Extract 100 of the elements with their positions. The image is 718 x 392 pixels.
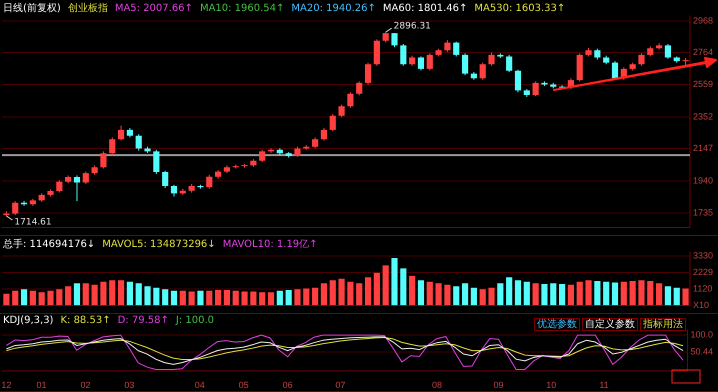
candlestick xyxy=(444,40,451,52)
bar xyxy=(603,282,610,306)
y-tick-label: 2229 xyxy=(692,266,714,277)
bar xyxy=(674,288,680,306)
bar xyxy=(303,288,310,306)
annotation: 2896.31 xyxy=(394,21,431,32)
bar xyxy=(382,265,389,306)
candlestick xyxy=(400,44,406,66)
bar xyxy=(532,283,539,306)
candlestick xyxy=(356,80,362,96)
text: MA60: 1801.46↑ xyxy=(382,3,468,14)
candlestick xyxy=(514,69,522,93)
bar xyxy=(232,290,239,306)
annotation: 1714.61 xyxy=(14,217,52,228)
bar xyxy=(347,282,354,306)
bar xyxy=(259,292,266,306)
candlestick xyxy=(206,174,212,190)
candlestick xyxy=(109,136,116,156)
candlestick xyxy=(82,171,89,185)
bar xyxy=(374,272,380,306)
bar xyxy=(647,281,654,306)
bar xyxy=(180,290,186,306)
bar xyxy=(426,282,433,306)
candlestick xyxy=(126,128,133,138)
y-tick-label: 2968 xyxy=(692,15,714,26)
x-tick-label: 09 xyxy=(494,380,504,390)
candlestick xyxy=(374,38,380,66)
bar xyxy=(294,289,301,306)
bar xyxy=(497,283,504,306)
bar xyxy=(30,290,36,306)
candlestick xyxy=(664,44,672,60)
bar xyxy=(286,290,292,306)
candlestick xyxy=(647,46,654,57)
text: K: 88.53↑ xyxy=(60,315,111,326)
bar xyxy=(136,283,142,306)
candlestick xyxy=(480,62,486,80)
text: MA530: 1603.33↑ xyxy=(474,3,566,14)
x-tick-label: 05 xyxy=(238,380,249,390)
bar xyxy=(514,280,522,306)
candlestick xyxy=(294,146,301,158)
x-tick-label: 01 xyxy=(36,380,47,390)
bar xyxy=(444,284,451,306)
x-tick-label: 08 xyxy=(432,380,442,390)
bar xyxy=(126,282,133,306)
bar xyxy=(162,289,168,306)
candlestick xyxy=(170,184,178,197)
bar xyxy=(488,288,495,306)
x-tick-label: 03 xyxy=(124,380,134,390)
candlestick xyxy=(506,54,512,73)
text: MA5: 2007.66↑ xyxy=(114,3,193,14)
y-tick-label: 1735 xyxy=(692,207,714,218)
candlestick xyxy=(426,52,433,71)
candlestick xyxy=(12,200,18,216)
bar xyxy=(82,283,89,306)
bar xyxy=(620,282,627,306)
bar xyxy=(312,288,318,306)
text: D: 79.58↑ xyxy=(118,315,169,326)
x-tick-label: 11 xyxy=(599,380,609,390)
bar xyxy=(506,277,512,306)
text: 日线(前复权) xyxy=(3,3,61,14)
bar xyxy=(224,290,230,306)
x-tick-label: 12 xyxy=(1,380,12,390)
bar xyxy=(109,280,116,306)
bar xyxy=(409,276,416,306)
candlestick xyxy=(382,32,389,43)
bar xyxy=(630,281,636,306)
candlestick xyxy=(594,48,600,60)
candlestick xyxy=(347,92,354,108)
y-tick-label: 3330 xyxy=(692,250,714,261)
x-tick-label: 04 xyxy=(194,380,205,390)
candlestick xyxy=(56,180,62,194)
annotation: 自定义参数 xyxy=(582,318,638,331)
y-tick-label: 1120 xyxy=(692,283,712,294)
bar xyxy=(47,290,54,306)
candlestick xyxy=(338,104,345,118)
y-tick-label: 2147 xyxy=(692,143,714,154)
y-tick-label: X10 xyxy=(692,300,709,310)
bar xyxy=(594,281,600,306)
bar xyxy=(436,283,442,306)
bar xyxy=(250,291,256,306)
candlestick xyxy=(409,55,416,66)
bar xyxy=(241,291,248,306)
x-tick-label: 02 xyxy=(80,380,90,390)
candlestick xyxy=(453,41,460,57)
candlestick xyxy=(330,114,336,132)
candlestick xyxy=(259,149,266,163)
bar xyxy=(100,282,107,306)
bar xyxy=(418,280,424,306)
candlestick xyxy=(320,128,328,141)
bar xyxy=(550,283,556,306)
bar xyxy=(65,286,72,306)
x-tick-label: 06 xyxy=(282,380,293,390)
text: MA20: 1940.26↑ xyxy=(291,3,376,14)
text: MA10: 1960.54↑ xyxy=(200,3,284,14)
candlestick xyxy=(488,52,495,66)
bar xyxy=(320,283,328,306)
bar xyxy=(276,290,283,306)
candlestick xyxy=(418,56,424,71)
candlestick xyxy=(162,170,168,188)
text: MAVOL5: 134873296↓ xyxy=(102,239,216,250)
